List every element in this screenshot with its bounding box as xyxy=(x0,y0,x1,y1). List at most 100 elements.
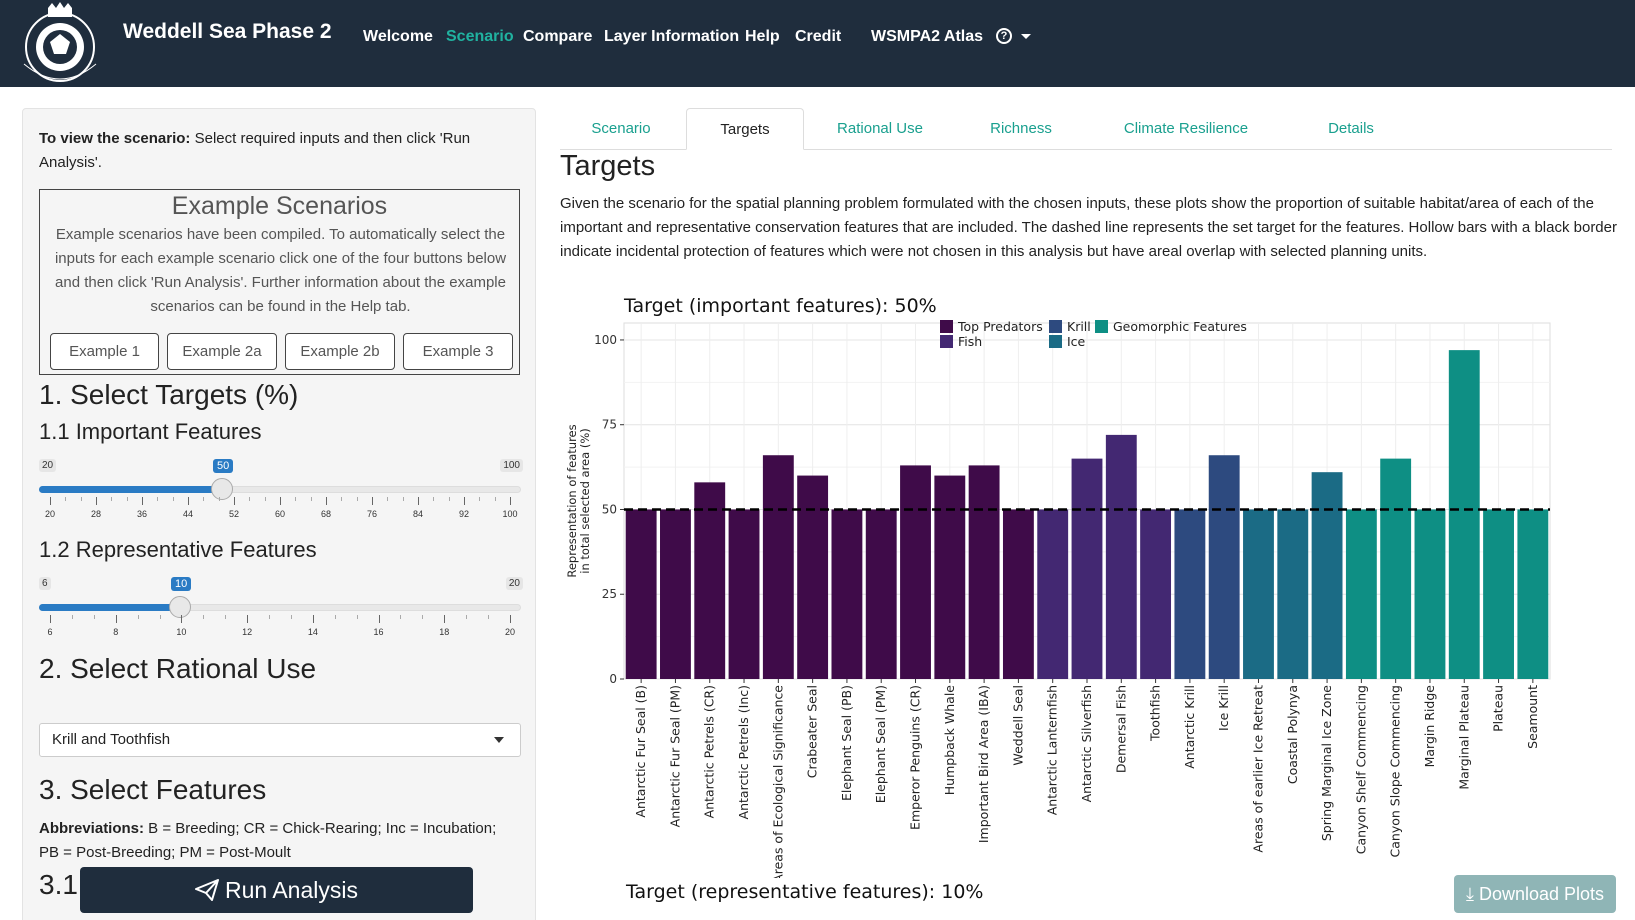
bar xyxy=(660,509,691,679)
slider-minor-tick xyxy=(310,497,312,501)
slider-minor-tick xyxy=(249,497,251,501)
select-targets-heading: 1. Select Targets (%) xyxy=(39,379,299,410)
tab-rational-use[interactable]: Rational Use xyxy=(837,120,923,137)
example-2b-button[interactable]: Example 2b xyxy=(285,333,395,370)
legend-label: Krill xyxy=(1067,319,1091,334)
tab-richness[interactable]: Richness xyxy=(990,120,1052,137)
slider-value-label: 50 xyxy=(213,459,234,473)
nav-credit[interactable]: Credit xyxy=(795,28,842,45)
tab-targets[interactable]: Targets xyxy=(686,108,804,150)
slider-minor-tick xyxy=(157,497,159,501)
legend-swatch xyxy=(1049,335,1062,348)
app-brand-title[interactable]: Weddell Sea Phase 2 xyxy=(123,20,332,43)
legend-label: Fish xyxy=(958,334,982,349)
y-tick-label: 50 xyxy=(602,502,617,516)
y-tick-label: 100 xyxy=(594,333,617,347)
run-analysis-button[interactable]: Run Analysis xyxy=(80,867,473,913)
x-tick-label: Ice Krill xyxy=(1216,685,1231,731)
chevron-down-icon[interactable] xyxy=(494,737,504,743)
example-1-button[interactable]: Example 1 xyxy=(50,333,159,370)
x-tick-label: Areas of earlier Ice Retreat xyxy=(1250,685,1265,853)
legend-label: Top Predators xyxy=(957,319,1043,334)
important-features-slider[interactable]: 20 100 50 20 28 36 44 52 60 68 76 84 92 100 xyxy=(39,459,523,529)
bar xyxy=(1448,350,1480,679)
nav-scenario[interactable]: Scenario xyxy=(446,28,514,45)
slider-tick-label: 52 xyxy=(228,509,239,519)
rational-use-select[interactable]: Krill and Toothfish xyxy=(39,723,521,757)
bar xyxy=(694,482,726,679)
slider-minor-tick xyxy=(448,497,450,501)
slider-tick-label: 18 xyxy=(439,627,450,637)
slider-minor-tick xyxy=(93,615,95,619)
select-features-heading: 3. Select Features xyxy=(39,774,267,805)
slider-tick xyxy=(510,615,511,623)
x-tick-label: Humpback Whale xyxy=(942,685,957,796)
slider-minor-tick xyxy=(356,497,358,501)
slider-minor-tick xyxy=(494,497,496,501)
slider-min-label: 6 xyxy=(39,577,51,590)
x-tick-label: Antarctic Lanternfish xyxy=(1045,685,1060,815)
slider-minor-tick xyxy=(334,615,336,619)
chevron-down-icon[interactable] xyxy=(1021,34,1031,39)
slider-minor-tick xyxy=(356,615,358,619)
slider-tick-label: 100 xyxy=(502,509,518,519)
run-analysis-label: Run Analysis xyxy=(225,877,358,903)
slider-minor-tick xyxy=(159,615,161,619)
tab-climate-resilience[interactable]: Climate Resilience xyxy=(1123,120,1249,137)
tab-details[interactable]: Details xyxy=(1328,120,1374,137)
nav-layer-information[interactable]: Layer Information xyxy=(604,28,740,45)
slider-minor-tick xyxy=(203,497,205,501)
slider-tick-label: 68 xyxy=(320,509,331,519)
slider-handle[interactable] xyxy=(211,478,233,500)
slider-minor-tick xyxy=(422,615,424,619)
slider-minor-tick xyxy=(65,497,67,501)
example-3-button[interactable]: Example 3 xyxy=(403,333,513,370)
slider-tick-label: 14 xyxy=(307,627,318,637)
nav-wsmpa2-atlas[interactable]: WSMPA2 Atlas xyxy=(871,28,984,45)
example-2a-button[interactable]: Example 2a xyxy=(167,333,277,370)
nav-compare[interactable]: Compare xyxy=(523,28,593,45)
example-scenarios-text: Example scenarios have been compiled. To… xyxy=(54,226,507,315)
x-tick-label: Elephant Seal (PB) xyxy=(839,685,854,801)
example-scenarios-box: Example Scenarios Example scenarios have… xyxy=(39,189,520,375)
bar xyxy=(1517,509,1549,679)
slider-tick xyxy=(142,497,143,505)
download-icon: ⤓ xyxy=(1465,884,1474,904)
norwegian-polar-institute-logo[interactable] xyxy=(10,2,110,84)
x-tick-label: Demersal Fish xyxy=(1113,685,1128,773)
slider-minor-tick xyxy=(137,615,139,619)
slider-tick xyxy=(372,497,373,505)
nav-help[interactable]: Help xyxy=(745,28,780,45)
legend-label: Geomorphic Features xyxy=(1113,319,1247,334)
chart-title: Target (important features): 50% xyxy=(623,295,937,317)
question-circle-icon[interactable]: ? xyxy=(996,28,1012,44)
bar xyxy=(1002,509,1034,679)
bar xyxy=(1345,509,1377,679)
bar xyxy=(1311,472,1343,679)
bar xyxy=(1174,509,1206,679)
bar xyxy=(831,509,863,679)
important-features-heading: 1.1 Important Features xyxy=(39,419,262,444)
download-plots-button[interactable]: ⤓ Download Plots xyxy=(1454,875,1616,913)
tab-scenario[interactable]: Scenario xyxy=(591,120,651,137)
slider-tick-label: 8 xyxy=(113,627,119,637)
bar xyxy=(1140,509,1172,679)
slider-minor-tick xyxy=(466,615,468,619)
x-tick-label: Weddell Seal xyxy=(1010,685,1025,766)
slider-handle[interactable] xyxy=(169,596,191,618)
x-tick-label: Spring Marginal Ice Zone xyxy=(1319,685,1334,841)
y-tick-label: 0 xyxy=(609,672,617,686)
bar xyxy=(797,475,829,679)
rational-use-value: Krill and Toothfish xyxy=(52,731,171,748)
representative-features-slider[interactable]: 6 20 10 6 8 10 12 14 16 18 20 xyxy=(39,577,523,647)
slider-tick xyxy=(326,497,327,505)
x-tick-label: Antarctic Fur Seal (PM) xyxy=(667,685,682,827)
slider-tick-label: 84 xyxy=(412,509,423,519)
slider-minor-tick xyxy=(400,615,402,619)
slider-minor-tick xyxy=(126,497,128,501)
nav-welcome[interactable]: Welcome xyxy=(363,28,433,45)
results-tabs: Scenario Targets Rational Use Richness C… xyxy=(560,108,1612,150)
legend-swatch xyxy=(940,335,953,348)
slider-tick-label: 12 xyxy=(242,627,253,637)
slider-tick-label: 20 xyxy=(44,509,55,519)
